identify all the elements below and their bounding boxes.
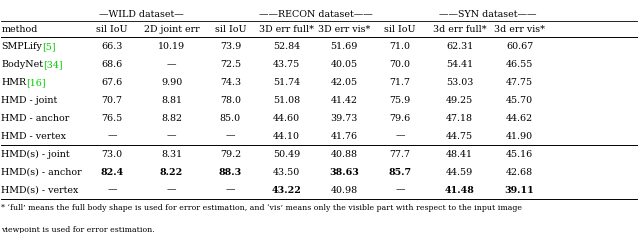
Text: —: — bbox=[108, 185, 116, 195]
Text: 47.18: 47.18 bbox=[446, 114, 473, 123]
Text: sil IoU: sil IoU bbox=[96, 25, 128, 34]
Text: [16]: [16] bbox=[26, 78, 46, 87]
Text: —: — bbox=[167, 60, 176, 69]
Text: 79.6: 79.6 bbox=[389, 114, 411, 123]
Text: 73.0: 73.0 bbox=[101, 150, 123, 159]
Text: 85.0: 85.0 bbox=[220, 114, 241, 123]
Text: 45.70: 45.70 bbox=[506, 96, 533, 105]
Text: HMD(s) - vertex: HMD(s) - vertex bbox=[1, 185, 79, 195]
Text: HMR: HMR bbox=[1, 78, 26, 87]
Text: 3d err full*: 3d err full* bbox=[433, 25, 486, 34]
Text: —: — bbox=[396, 185, 404, 195]
Text: 9.90: 9.90 bbox=[161, 78, 182, 87]
Text: BodyNet: BodyNet bbox=[1, 60, 44, 69]
Text: 49.25: 49.25 bbox=[446, 96, 473, 105]
Text: HMD - anchor: HMD - anchor bbox=[1, 114, 70, 123]
Text: 60.67: 60.67 bbox=[506, 42, 533, 51]
Text: 3d err vis*: 3d err vis* bbox=[494, 25, 545, 34]
Text: 3D err full*: 3D err full* bbox=[259, 25, 314, 34]
Text: 46.55: 46.55 bbox=[506, 60, 533, 69]
Text: —: — bbox=[167, 132, 176, 141]
Text: HMD - vertex: HMD - vertex bbox=[1, 132, 67, 141]
Text: 50.49: 50.49 bbox=[273, 150, 300, 159]
Text: 85.7: 85.7 bbox=[388, 168, 412, 177]
Text: 40.98: 40.98 bbox=[331, 185, 358, 195]
Text: 52.84: 52.84 bbox=[273, 42, 300, 51]
Text: sil IoU: sil IoU bbox=[214, 25, 246, 34]
Text: HMD(s) - joint: HMD(s) - joint bbox=[1, 150, 70, 159]
Text: 71.0: 71.0 bbox=[390, 42, 410, 51]
Text: —: — bbox=[226, 185, 235, 195]
Text: 75.9: 75.9 bbox=[389, 96, 411, 105]
Text: 2D joint err: 2D joint err bbox=[144, 25, 199, 34]
Text: HMD - joint: HMD - joint bbox=[1, 96, 58, 105]
Text: 42.68: 42.68 bbox=[506, 168, 533, 177]
Text: method: method bbox=[1, 25, 38, 34]
Text: ——SYN dataset——: ——SYN dataset—— bbox=[439, 10, 536, 19]
Text: —: — bbox=[108, 132, 116, 141]
Text: 45.16: 45.16 bbox=[506, 150, 533, 159]
Text: 44.62: 44.62 bbox=[506, 114, 533, 123]
Text: 48.41: 48.41 bbox=[446, 150, 473, 159]
Text: 44.60: 44.60 bbox=[273, 114, 300, 123]
Text: 76.5: 76.5 bbox=[101, 114, 123, 123]
Text: —: — bbox=[396, 132, 404, 141]
Text: 3D err vis*: 3D err vis* bbox=[318, 25, 371, 34]
Text: 10.19: 10.19 bbox=[158, 42, 185, 51]
Text: ——RECON dataset——: ——RECON dataset—— bbox=[259, 10, 372, 19]
Text: sil IoU: sil IoU bbox=[384, 25, 416, 34]
Text: 88.3: 88.3 bbox=[219, 168, 242, 177]
Text: 41.48: 41.48 bbox=[445, 185, 474, 195]
Text: 54.41: 54.41 bbox=[446, 60, 473, 69]
Text: 62.31: 62.31 bbox=[446, 42, 473, 51]
Text: 51.74: 51.74 bbox=[273, 78, 300, 87]
Text: 40.05: 40.05 bbox=[331, 60, 358, 69]
Text: 78.0: 78.0 bbox=[220, 96, 241, 105]
Text: 51.69: 51.69 bbox=[331, 42, 358, 51]
Text: 51.08: 51.08 bbox=[273, 96, 300, 105]
Text: * ‘full’ means the full body shape is used for error estimation, and ‘vis’ means: * ‘full’ means the full body shape is us… bbox=[1, 205, 522, 212]
Text: 8.82: 8.82 bbox=[161, 114, 182, 123]
Text: [5]: [5] bbox=[42, 42, 56, 51]
Text: 8.22: 8.22 bbox=[160, 168, 183, 177]
Text: 8.31: 8.31 bbox=[161, 150, 182, 159]
Text: HMD(s) - anchor: HMD(s) - anchor bbox=[1, 168, 82, 177]
Text: 47.75: 47.75 bbox=[506, 78, 533, 87]
Text: 41.90: 41.90 bbox=[506, 132, 533, 141]
Text: 70.0: 70.0 bbox=[390, 60, 410, 69]
Text: 38.63: 38.63 bbox=[330, 168, 359, 177]
Text: 72.5: 72.5 bbox=[220, 60, 241, 69]
Text: 82.4: 82.4 bbox=[100, 168, 124, 177]
Text: 68.6: 68.6 bbox=[101, 60, 123, 69]
Text: 8.81: 8.81 bbox=[161, 96, 182, 105]
Text: 71.7: 71.7 bbox=[390, 78, 410, 87]
Text: 41.42: 41.42 bbox=[331, 96, 358, 105]
Text: 39.73: 39.73 bbox=[331, 114, 358, 123]
Text: 53.03: 53.03 bbox=[446, 78, 473, 87]
Text: [34]: [34] bbox=[44, 60, 63, 69]
Text: 41.76: 41.76 bbox=[331, 132, 358, 141]
Text: —: — bbox=[226, 132, 235, 141]
Text: 44.59: 44.59 bbox=[446, 168, 473, 177]
Text: 44.10: 44.10 bbox=[273, 132, 300, 141]
Text: 66.3: 66.3 bbox=[101, 42, 123, 51]
Text: —: — bbox=[167, 185, 176, 195]
Text: 39.11: 39.11 bbox=[505, 185, 534, 195]
Text: 79.2: 79.2 bbox=[220, 150, 241, 159]
Text: 44.75: 44.75 bbox=[446, 132, 473, 141]
Text: 42.05: 42.05 bbox=[331, 78, 358, 87]
Text: 70.7: 70.7 bbox=[102, 96, 122, 105]
Text: SMPLify: SMPLify bbox=[1, 42, 42, 51]
Text: 77.7: 77.7 bbox=[390, 150, 410, 159]
Text: 73.9: 73.9 bbox=[220, 42, 241, 51]
Text: 43.50: 43.50 bbox=[273, 168, 300, 177]
Text: —WILD dataset—: —WILD dataset— bbox=[99, 10, 184, 19]
Text: 40.88: 40.88 bbox=[331, 150, 358, 159]
Text: 74.3: 74.3 bbox=[220, 78, 241, 87]
Text: 67.6: 67.6 bbox=[101, 78, 123, 87]
Text: viewpoint is used for error estimation.: viewpoint is used for error estimation. bbox=[1, 226, 155, 233]
Text: 43.22: 43.22 bbox=[272, 185, 301, 195]
Text: 43.75: 43.75 bbox=[273, 60, 300, 69]
